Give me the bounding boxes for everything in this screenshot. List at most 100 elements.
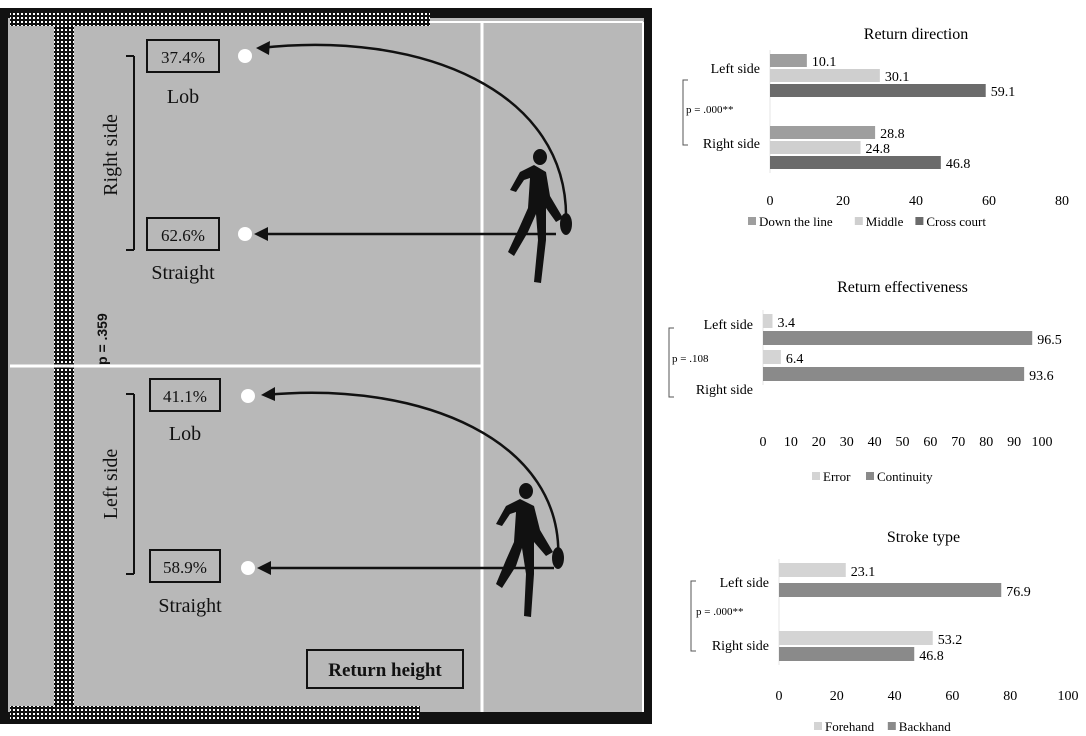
chart1-legend-swatch: [915, 217, 924, 225]
right-straight-label: Straight: [151, 262, 215, 284]
chart2-bar-error-right: [763, 350, 781, 364]
chart3-data-label: 76.9: [1006, 585, 1030, 600]
chart1-title: Return direction: [864, 26, 968, 43]
chart2-tick-label: 90: [1007, 435, 1021, 450]
chart1-tick-label: 20: [836, 194, 850, 209]
left-lob-box: [149, 378, 221, 412]
chart3-legend-swatch: [887, 722, 896, 730]
ball-left-straight: [241, 561, 255, 575]
chart2-tick-label: 70: [951, 435, 965, 450]
chart2-tick-label: 10: [784, 435, 798, 450]
chart2-data-label: 3.4: [777, 316, 795, 331]
arrow-right-lob: [259, 43, 568, 223]
chart3-tick-label: 40: [888, 689, 902, 704]
chart1-bar-middle-left: [770, 69, 880, 82]
chart3-legend-label: Forehand: [825, 719, 875, 734]
chart3-data-label: 23.1: [851, 565, 876, 580]
chart2-tick-label: 30: [840, 435, 854, 450]
chart1-data-label: 46.8: [946, 157, 971, 172]
chart1-p-value: p = .000**: [686, 104, 733, 116]
return-height-box: [306, 649, 464, 689]
right-lob-label: Lob: [167, 86, 199, 108]
ball-left-lob: [241, 389, 255, 403]
arrow-left-lob: [264, 391, 560, 563]
chart2-bar-error-left: [763, 314, 773, 328]
chart2-legend-label: Continuity: [877, 469, 933, 484]
chart1-bar-cross-court-right: [770, 156, 941, 169]
left-side-label: Left side: [100, 449, 122, 520]
right-side-bracket: [126, 55, 135, 251]
top-net: [10, 12, 430, 26]
chart1-legend-label: Cross court: [926, 214, 986, 229]
chart2-bar-continuity-left: [763, 331, 1033, 345]
arrowhead-left-lob: [261, 387, 275, 401]
chart3-bar-forehand-left: [779, 563, 846, 577]
chart2-tick-label: 0: [760, 435, 767, 450]
chart2-tick-label: 80: [979, 435, 993, 450]
chart1-tick-label: 60: [982, 194, 996, 209]
chart1-tick-label: 80: [1055, 194, 1069, 209]
right-lob-box: [146, 39, 220, 73]
chart1-bracket: [682, 79, 688, 146]
chart2-bracket: [668, 327, 674, 398]
chart2-tick-label: 60: [923, 435, 937, 450]
chart3-category-label: Right side: [712, 639, 769, 654]
chart1-data-label: 30.1: [885, 70, 910, 85]
chart2-data-label: 96.5: [1037, 333, 1062, 348]
chart2-bar-continuity-right: [763, 367, 1025, 381]
ball-right-straight: [238, 227, 252, 241]
chart1-category-label: Right side: [703, 137, 760, 152]
chart2-data-label: 93.6: [1029, 369, 1054, 384]
chart1-category-label: Left side: [711, 62, 760, 77]
p-value-vertical: p = .359: [94, 313, 110, 365]
chart3-legend-swatch: [814, 722, 822, 730]
chart3-data-label: 53.2: [938, 633, 963, 648]
chart1-bar-down-the-line-left: [770, 54, 807, 67]
player-silhouette-left: [496, 483, 564, 617]
chart2-category-label: Right side: [696, 383, 753, 398]
chart2-tick-label: 20: [812, 435, 826, 450]
right-straight-box: [146, 217, 220, 251]
chart3-tick-label: 20: [830, 689, 844, 704]
chart3-tick-label: 0: [776, 689, 783, 704]
court-diagram: p = .359 Right side Left side 37.4% Lob …: [0, 8, 652, 724]
left-lob-pct: 41.1%: [163, 387, 207, 406]
chart1-bar-cross-court-left: [770, 84, 986, 97]
chart1-data-label: 28.8: [880, 127, 905, 142]
left-lob-label: Lob: [169, 423, 201, 445]
chart1-data-label: 24.8: [866, 142, 891, 157]
left-straight-box: [149, 549, 221, 583]
chart1-data-label: 10.1: [812, 55, 837, 70]
chart3-data-label: 46.8: [919, 649, 944, 664]
chart2-p-value: p = .108: [672, 353, 709, 365]
chart3-legend-label: Backhand: [899, 719, 951, 734]
chart3-category-label: Left side: [720, 576, 769, 591]
chart3-bar-backhand-right: [779, 647, 915, 661]
chart1-legend-swatch: [854, 217, 863, 225]
chart3-tick-label: 60: [945, 689, 959, 704]
bottom-net: [10, 706, 420, 720]
ball-right-lob: [238, 49, 252, 63]
chart1-bar-down-the-line-right: [770, 126, 876, 139]
arrowhead-right-lob: [256, 41, 270, 55]
left-side-bracket: [126, 393, 135, 575]
chart3-bar-forehand-right: [779, 631, 933, 645]
chart2-data-label: 6.4: [786, 352, 804, 367]
chart2-title: Return effectiveness: [837, 279, 968, 296]
chart1-legend-label: Middle: [866, 214, 904, 229]
chart2-tick-label: 50: [896, 435, 910, 450]
chart1-legend-swatch: [748, 217, 756, 225]
left-straight-label: Straight: [158, 595, 222, 617]
return-height-label: Return height: [328, 660, 442, 681]
chart3-p-value: p = .000**: [696, 606, 743, 618]
chart2-category-label: Left side: [704, 318, 753, 333]
chart3-bracket: [690, 580, 696, 652]
chart1-tick-label: 40: [909, 194, 923, 209]
chart2-tick-label: 40: [868, 435, 882, 450]
chart3-title: Stroke type: [887, 529, 960, 546]
arrowhead-right-straight: [254, 227, 268, 241]
chart2-legend-swatch: [812, 472, 820, 480]
right-lob-pct: 37.4%: [161, 48, 205, 67]
chart1-data-label: 59.1: [991, 85, 1016, 100]
